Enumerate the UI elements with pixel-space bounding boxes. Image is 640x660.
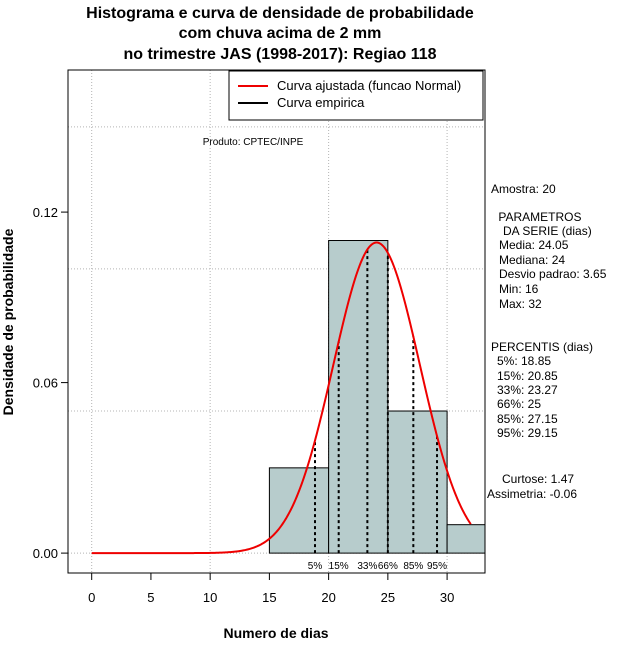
param-min: Min: 16 — [499, 282, 539, 296]
histogram-bar — [387, 410, 448, 554]
percentis-header: PERCENTIS (dias) — [491, 340, 594, 354]
percentile-label: 95% — [427, 561, 447, 572]
x-tick-label: 10 — [203, 590, 217, 605]
percentil-95: 95%: 29.15 — [497, 426, 558, 440]
percentil-15: 15%: 20.85 — [497, 369, 558, 383]
params-header-2: DA SERIE (dias) — [503, 224, 592, 238]
x-tick-label: 20 — [321, 590, 335, 605]
param-desvio: Desvio padrao: 3.65 — [499, 267, 607, 281]
percentile-lines-layer: 5% 15% 33% 66% 85% 95% — [308, 249, 447, 572]
histogram-bar — [268, 467, 330, 554]
y-axis-title: Densidade de probabilidade — [0, 228, 16, 415]
sample-size: Amostra: 20 — [491, 182, 556, 196]
assimetria-value: Assimetria: -0.06 — [487, 487, 578, 501]
percentile-label: 5% — [308, 561, 323, 572]
product-annotation: Produto: CPTEC/INPE — [203, 137, 304, 148]
x-tick-label: 15 — [262, 590, 276, 605]
percentile-label: 85% — [403, 561, 423, 572]
x-tick-label: 30 — [440, 590, 454, 605]
normal-fit-curve — [91, 241, 472, 555]
percentil-66: 66%: 25 — [497, 397, 542, 411]
x-tick-label: 25 — [381, 590, 395, 605]
legend-label-empirical: Curva empirica — [277, 95, 365, 110]
percentil-85: 85%: 27.15 — [497, 412, 558, 426]
x-tick-label: 5 — [147, 590, 154, 605]
param-mediana: Mediana: 24 — [499, 253, 566, 267]
bars-layer — [268, 240, 486, 554]
histogram-bar — [328, 240, 389, 554]
legend: Curva ajustada (funcao Normal) Curva emp… — [228, 70, 484, 121]
histogram-bar — [446, 524, 486, 554]
legend-label-fit: Curva ajustada (funcao Normal) — [277, 78, 461, 93]
x-axis-title: Numero de dias — [223, 625, 328, 641]
chart-title-line-2: com chuva acima de 2 mm — [178, 25, 382, 42]
param-max: Max: 32 — [499, 297, 542, 311]
axes-layer: 0 5 10 15 20 25 30 0.00 0.06 0.12 — [33, 205, 455, 605]
chart-title-line-1: Histograma e curva de densidade de proba… — [86, 5, 474, 22]
chart-title-line-3: no trimestre JAS (1998-2017): Regiao 118 — [123, 46, 437, 63]
percentile-label: 33% — [357, 561, 377, 572]
curtose-value: Curtose: 1.47 — [502, 472, 575, 486]
percentile-label: 15% — [329, 561, 349, 572]
legend-box — [228, 70, 484, 121]
percentil-33: 33%: 23.27 — [497, 383, 558, 397]
param-media: Media: 24.05 — [499, 238, 569, 252]
x-tick-label: 0 — [88, 590, 95, 605]
y-tick-label: 0.00 — [33, 546, 58, 561]
percentile-label: 66% — [378, 561, 398, 572]
y-tick-label: 0.12 — [33, 205, 58, 220]
percentil-5: 5%: 18.85 — [497, 354, 552, 368]
params-header-1: PARAMETROS — [495, 210, 582, 224]
y-tick-label: 0.06 — [33, 376, 58, 391]
